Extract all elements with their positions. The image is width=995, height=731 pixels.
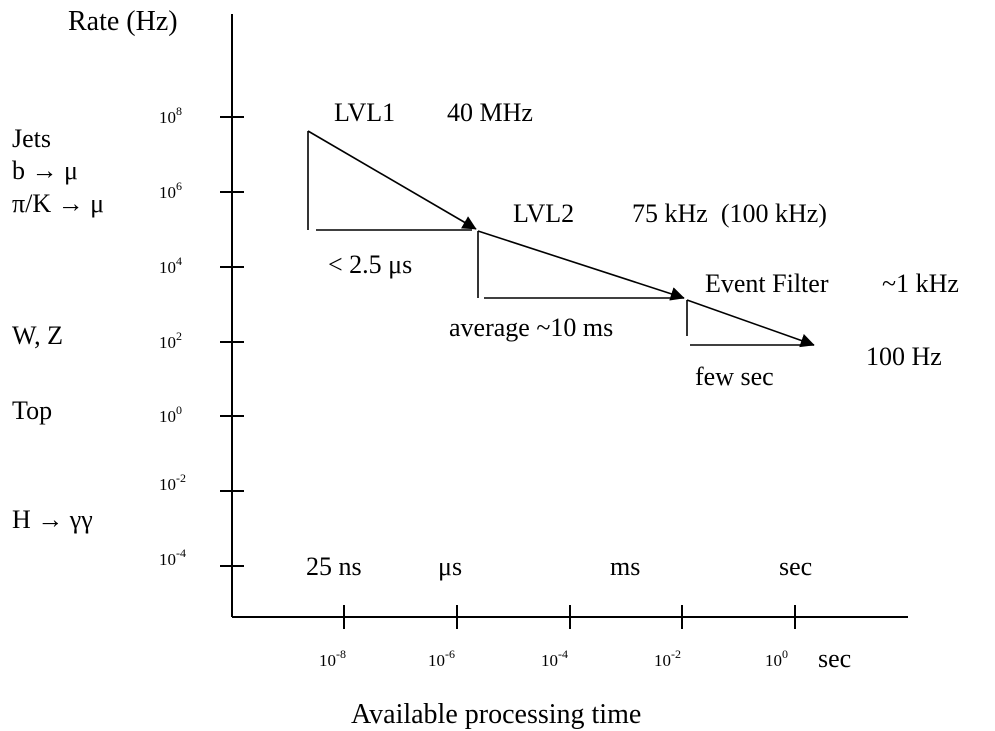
ef-label: Event Filter — [705, 269, 829, 298]
physics-label-b-to-mu: b → μ — [12, 156, 78, 185]
lvl1-latency: < 2.5 μs — [328, 250, 412, 279]
lvl1-arrow — [307, 130, 477, 230]
lvl2-latency: average ~10 ms — [449, 313, 613, 342]
lvl1-label: LVL1 — [334, 98, 395, 127]
stage-labels: LVL1 40 MHz < 2.5 μs LVL2 75 kHz (100 kH… — [328, 98, 959, 391]
x-tick-label: 10-8 — [319, 647, 346, 670]
y-tick-label: 100 — [159, 403, 182, 426]
y-tick-labels: 108 106 104 102 100 10-2 10-4 — [159, 104, 186, 569]
x-unit-label: sec — [818, 644, 851, 673]
physics-label-top: Top — [12, 396, 52, 425]
x-tick-label: 100 — [765, 647, 788, 670]
y-axis-ticks — [220, 116, 244, 567]
x-axis-ticks — [343, 605, 796, 629]
lvl2-rate: 75 kHz (100 kHz) — [632, 199, 827, 228]
output-rate: 100 Hz — [866, 342, 942, 371]
y-axis-title: Rate (Hz) — [68, 6, 178, 37]
trigger-cascade — [307, 130, 815, 348]
time-scale-word: μs — [438, 552, 462, 581]
physics-label-h-to-gamma-gamma: H → γγ — [12, 505, 93, 534]
y-tick-label: 108 — [159, 104, 182, 127]
time-scale-words: 25 ns μs ms sec — [306, 552, 812, 581]
lvl2-label: LVL2 — [513, 199, 574, 228]
ef-rate: ~1 kHz — [882, 269, 959, 298]
x-axis-title: Available processing time — [351, 699, 641, 730]
y-tick-label: 102 — [159, 329, 182, 352]
y-tick-label: 10-2 — [159, 471, 186, 494]
y-tick-label: 104 — [159, 254, 182, 277]
x-tick-label: 10-6 — [428, 647, 455, 670]
time-scale-word: ms — [610, 552, 640, 581]
physics-label-w-z: W, Z — [12, 321, 63, 350]
x-tick-label: 10-2 — [654, 647, 681, 670]
y-tick-label: 106 — [159, 179, 182, 202]
y-tick-label: 10-4 — [159, 546, 186, 569]
time-scale-word: 25 ns — [306, 552, 362, 581]
time-scale-word: sec — [779, 552, 812, 581]
x-tick-labels: 10-8 10-6 10-4 10-2 100 sec — [319, 644, 851, 673]
x-tick-label: 10-4 — [541, 647, 568, 670]
ef-latency: few sec — [695, 362, 774, 391]
lvl2-arrow — [477, 230, 685, 301]
physics-process-labels: Jets b → μ π/K → μ W, Z Top H → γγ — [12, 124, 104, 534]
ef-arrow — [686, 299, 815, 348]
physics-label-pi-k-to-mu: π/K → μ — [12, 189, 104, 218]
physics-label-jets: Jets — [12, 124, 51, 153]
lvl1-rate: 40 MHz — [447, 98, 533, 127]
